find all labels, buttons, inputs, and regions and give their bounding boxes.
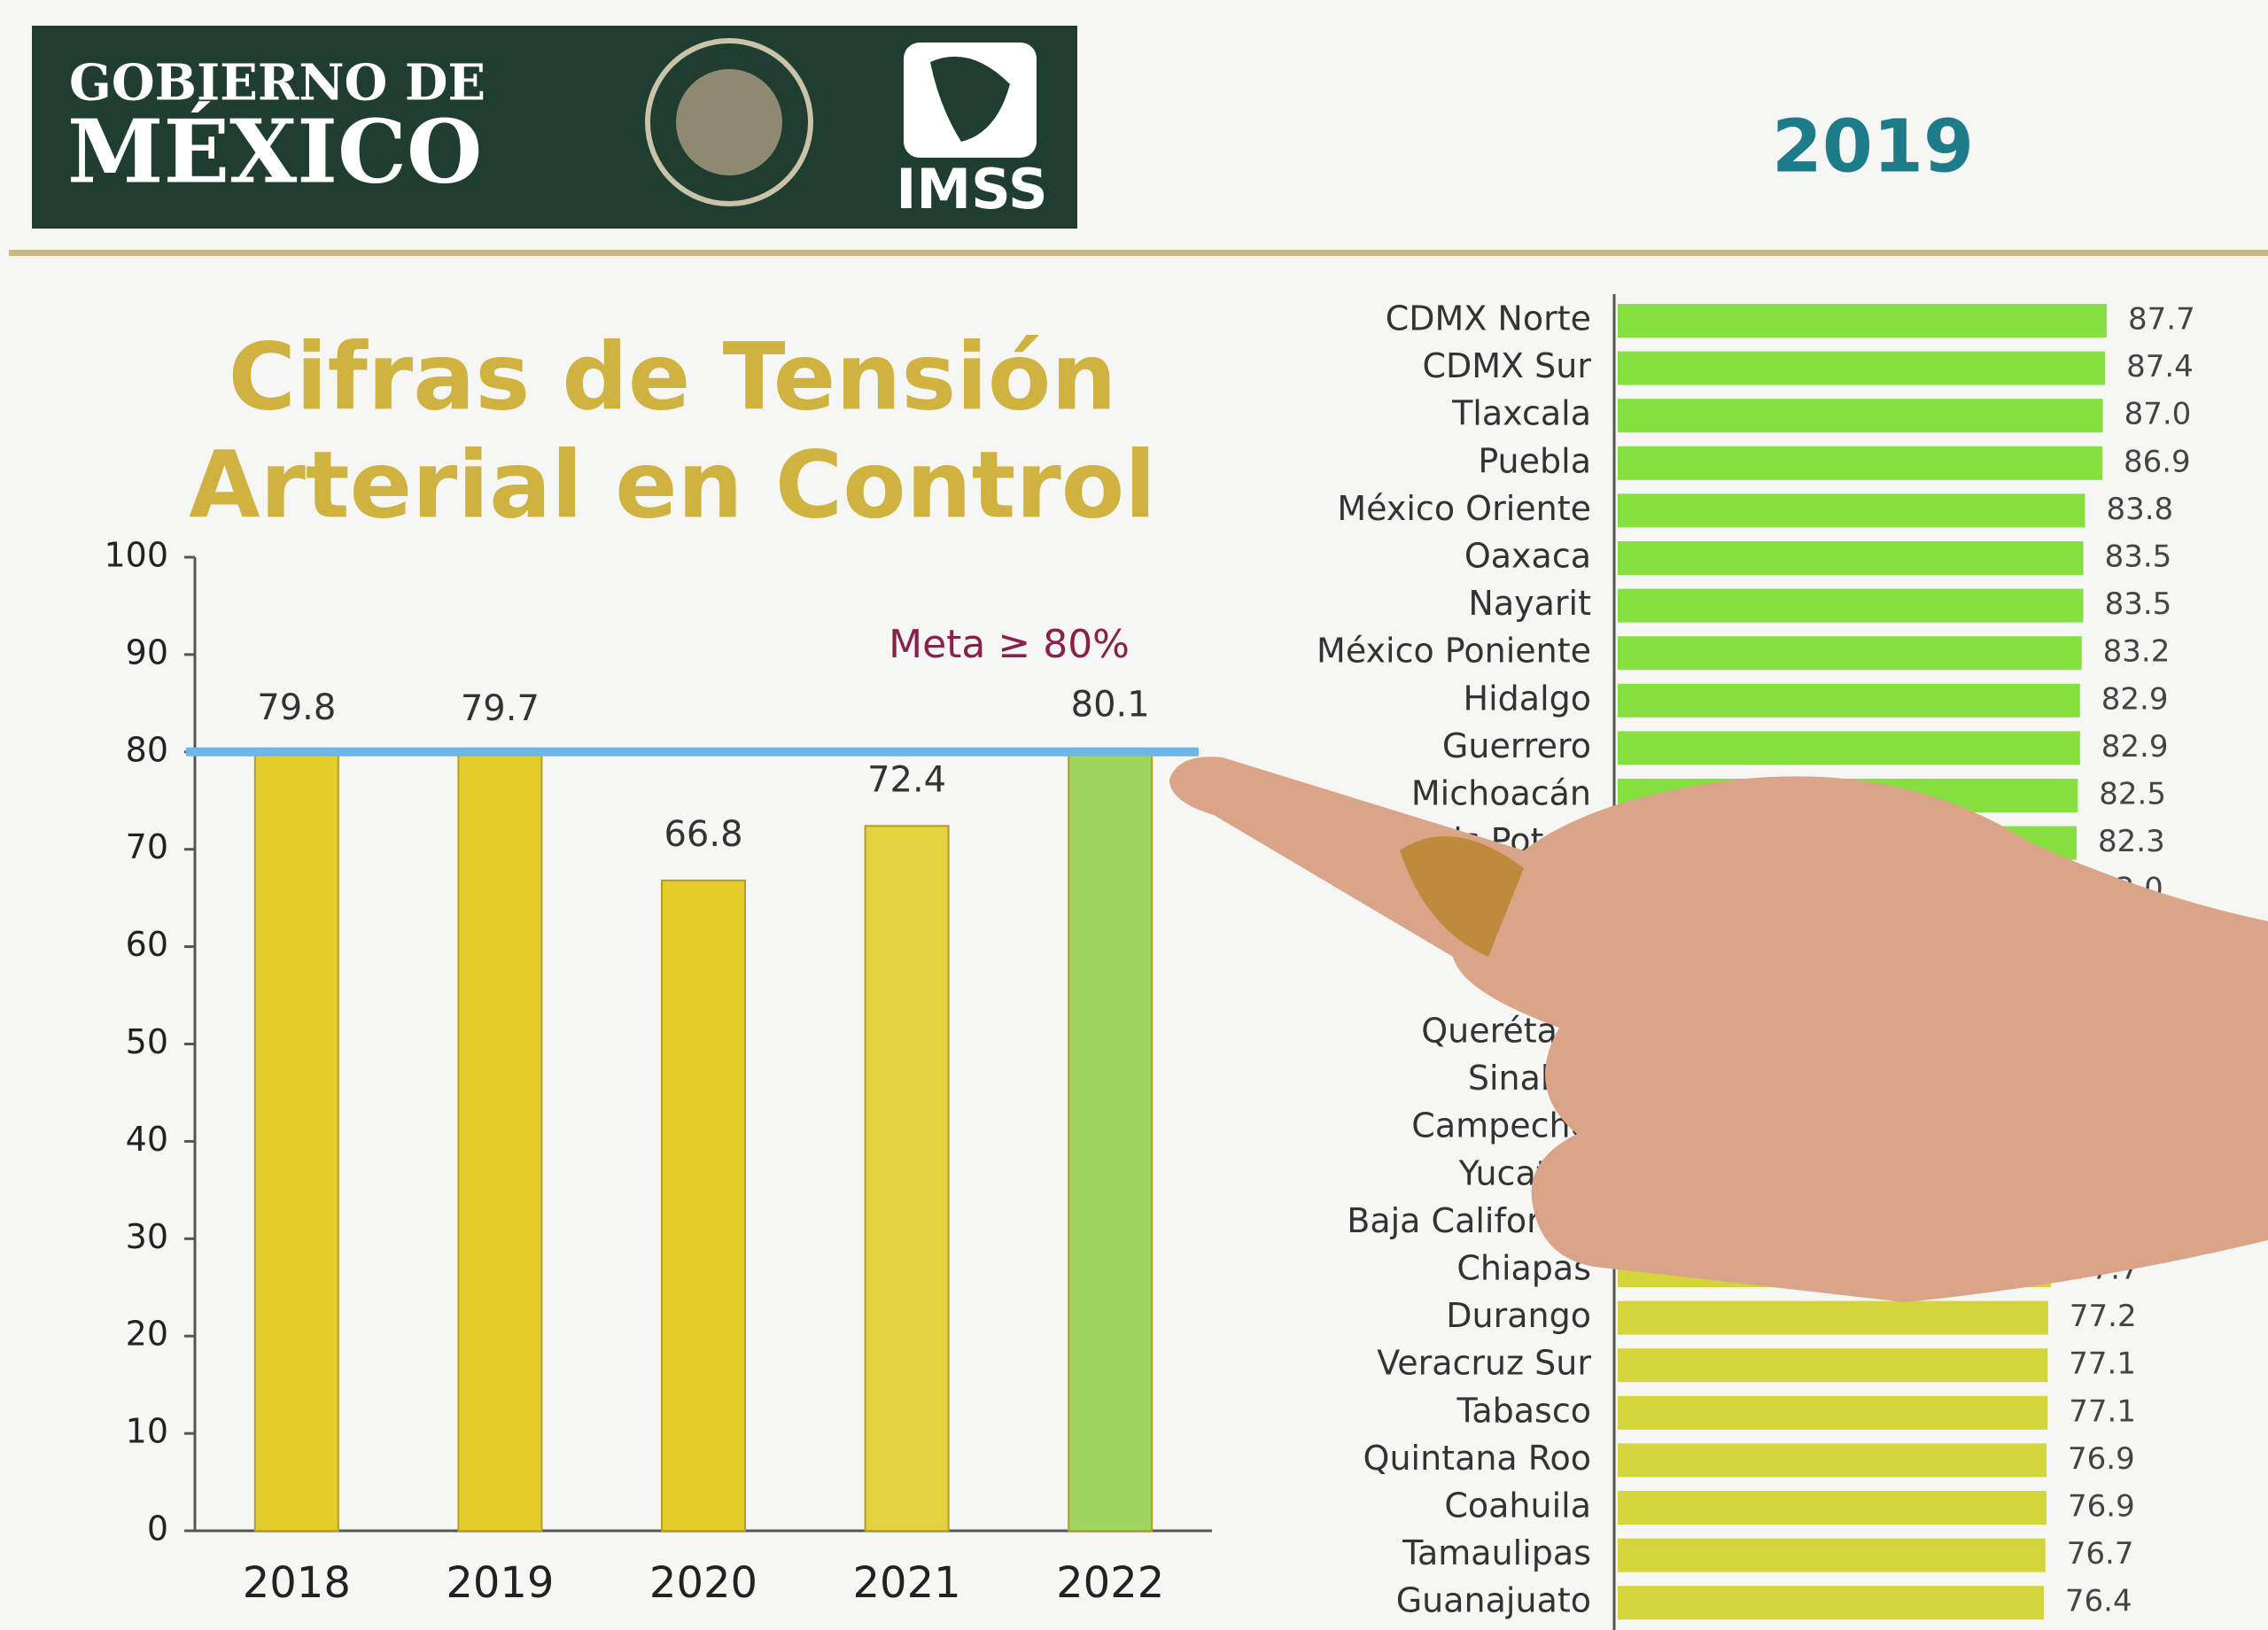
value-label: 82.9: [2101, 729, 2169, 765]
x-tick-label: 2021: [853, 1558, 961, 1608]
value-label: 77.1: [2069, 1347, 2136, 1382]
y-tick-label: 50: [126, 1022, 168, 1061]
bar: [1068, 749, 1153, 1532]
value-label: 82.9: [2101, 681, 2169, 717]
seal: [645, 38, 813, 206]
bar: [1618, 683, 2080, 718]
category-label: Guanajuato: [1396, 1581, 1591, 1620]
value-label: 76.4: [2065, 1584, 2132, 1619]
x-tick-label: 2018: [243, 1558, 351, 1608]
value-label: 76.9: [2068, 1441, 2135, 1477]
chart-title: Arterial en Control: [189, 431, 1156, 539]
bar: [661, 879, 746, 1532]
value-label: 86.9: [2124, 444, 2191, 479]
imss-logo-figure: [930, 56, 1010, 142]
bar: [864, 825, 950, 1532]
header-line1: GOBIERNO DE: [69, 54, 485, 113]
value-label: 72.4: [867, 759, 946, 800]
bar: [1618, 636, 2082, 671]
bar: [1618, 1395, 2048, 1430]
y-tick-label: 80: [126, 730, 168, 769]
category-label: Nayarit: [1468, 584, 1591, 623]
category-label: Durango: [1446, 1296, 1591, 1335]
y-tick-label: 30: [126, 1217, 168, 1256]
y-tick-label: 40: [126, 1120, 168, 1159]
x-tick-label: 2019: [446, 1558, 554, 1608]
bar: [1618, 1538, 2046, 1572]
value-label: 80.1: [1071, 685, 1150, 726]
category-label: Tlaxcala: [1451, 394, 1591, 433]
category-label: Tabasco: [1456, 1391, 1591, 1430]
value-label: 79.7: [461, 688, 540, 729]
bar: [1618, 541, 2084, 575]
category-label: Guerrero: [1442, 726, 1591, 765]
category-label: CDMX Norte: [1386, 299, 1591, 338]
value-label: 83.8: [2106, 492, 2173, 527]
bar: [457, 754, 543, 1532]
value-label: 76.7: [2067, 1536, 2134, 1572]
category-label: Hidalgo: [1464, 679, 1591, 718]
target-label: Meta ≥ 80%: [889, 622, 1130, 667]
category-label: Quintana Roo: [1363, 1439, 1591, 1478]
bar: [253, 752, 339, 1532]
category-label: Veracruz Sur: [1377, 1344, 1591, 1383]
y-tick-label: 70: [126, 827, 168, 866]
category-label: Oaxaca: [1464, 537, 1591, 576]
value-label: 77.1: [2069, 1393, 2136, 1429]
bar: [1618, 1586, 2044, 1620]
bar: [1618, 446, 2102, 480]
y-tick-label: 0: [147, 1510, 168, 1548]
value-label: 79.8: [257, 687, 336, 728]
value-label: 87.7: [2128, 302, 2195, 338]
seal-center: [676, 69, 782, 175]
category-label: CDMX Sur: [1422, 346, 1591, 385]
value-label: 83.2: [2103, 634, 2171, 670]
y-tick-label: 100: [104, 536, 168, 575]
bar: [1618, 1348, 2048, 1383]
value-label: 77.2: [2070, 1299, 2137, 1334]
value-label: 82.3: [2098, 824, 2165, 859]
value-label: 66.8: [664, 814, 742, 855]
imss-logo-text: IMSS: [896, 157, 1047, 221]
y-tick-label: 20: [126, 1315, 168, 1354]
value-label: 83.5: [2105, 586, 2172, 622]
chart-title: 2019: [1772, 105, 1974, 189]
y-tick-label: 60: [126, 925, 168, 964]
header-rule: [9, 250, 2268, 256]
value-label: 82.5: [2099, 777, 2166, 812]
y-tick-label: 10: [126, 1412, 168, 1451]
bar: [1618, 304, 2107, 338]
bar: [1618, 588, 2084, 623]
value-label: 87.0: [2124, 397, 2192, 432]
bar: [1618, 731, 2080, 765]
bar: [1618, 493, 2085, 528]
bar: [1618, 1443, 2047, 1478]
ring: [1400, 836, 1524, 957]
category-label: Michoacán: [1411, 774, 1591, 813]
value-label: 83.5: [2105, 539, 2172, 575]
value-label: 87.4: [2126, 349, 2194, 384]
bar: [1618, 1300, 2048, 1335]
bar: [1618, 1491, 2047, 1525]
category-label: Puebla: [1478, 441, 1591, 480]
header-line2: MÉXICO: [67, 101, 482, 203]
chart-title: Cifras de Tensión: [229, 322, 1117, 431]
category-label: Coahuila: [1444, 1486, 1591, 1525]
category-label: Tamaulipas: [1402, 1533, 1591, 1572]
category-label: México Poniente: [1317, 632, 1591, 671]
bar: [1618, 351, 2106, 385]
value-label: 76.9: [2068, 1489, 2135, 1525]
header-banner: [32, 26, 1077, 229]
x-tick-label: 2020: [649, 1558, 757, 1608]
x-tick-label: 2022: [1056, 1558, 1164, 1608]
category-label: México Oriente: [1337, 489, 1591, 528]
bar: [1618, 399, 2103, 433]
y-tick-label: 90: [126, 633, 168, 671]
